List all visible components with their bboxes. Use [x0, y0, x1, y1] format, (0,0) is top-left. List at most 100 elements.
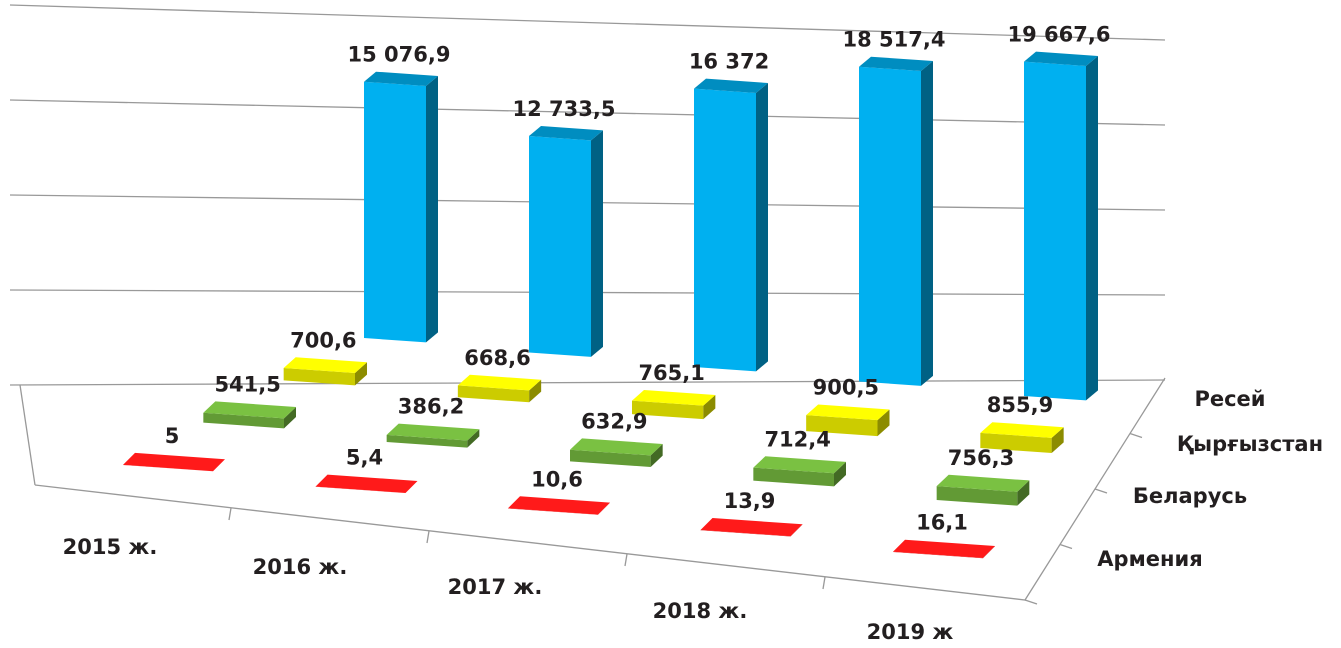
bar-top [123, 452, 225, 472]
bar-top [700, 517, 803, 537]
bar-top [632, 389, 716, 406]
bar-top [893, 539, 995, 558]
bar [283, 357, 367, 386]
bar-side [284, 407, 296, 429]
bar-side [591, 130, 603, 357]
z-tick [1094, 488, 1108, 494]
bar-side [467, 429, 480, 448]
data-label: 15 076,9 [348, 43, 451, 67]
grid-line [9, 379, 1166, 386]
bar-front [203, 412, 284, 429]
bar-front [700, 529, 791, 537]
bar-top [315, 474, 418, 493]
bar [632, 389, 716, 420]
bar [753, 456, 846, 487]
x-tick [822, 576, 826, 590]
data-label: 5,4 [346, 446, 383, 470]
bar [700, 517, 803, 537]
data-label: 19 667,6 [1008, 23, 1111, 47]
data-label: 712,4 [764, 427, 830, 451]
bar-side [703, 394, 716, 420]
data-label: 16,1 [916, 511, 968, 535]
bar-side [834, 461, 846, 487]
data-label: 632,9 [581, 409, 647, 433]
bar-side [921, 61, 933, 386]
bar-side [756, 83, 768, 372]
data-label: 900,5 [813, 375, 879, 399]
bar [386, 423, 480, 448]
bar-front [457, 385, 530, 403]
data-label: 668,6 [464, 346, 530, 370]
bar-front [570, 449, 651, 467]
data-label: 765,1 [638, 361, 704, 385]
bar-side [355, 362, 367, 386]
bar-side [213, 459, 225, 472]
data-label: 700,6 [290, 328, 356, 352]
bar-top [980, 422, 1064, 438]
data-label: 855,9 [987, 393, 1053, 417]
bar-top [457, 374, 542, 391]
bar-front [694, 88, 756, 372]
bar [806, 404, 890, 437]
x-tick-label: 2015 ж. [63, 535, 158, 559]
bar [529, 126, 603, 357]
bar-front [315, 486, 406, 494]
bar [1024, 51, 1098, 401]
x-tick [228, 507, 232, 521]
data-label: 541,5 [214, 372, 280, 396]
bar [570, 438, 663, 467]
bar-front [123, 464, 213, 472]
z-tick [1024, 599, 1038, 605]
bar-front [508, 508, 598, 515]
bar-front [936, 486, 1018, 506]
bar-top [386, 423, 480, 441]
bar-front [753, 467, 834, 487]
data-label: 10,6 [531, 467, 583, 491]
bar-top [570, 438, 663, 456]
bar-side [1051, 427, 1064, 453]
data-label: 5 [165, 424, 180, 448]
bar-top [806, 404, 890, 421]
bar-side [426, 76, 438, 343]
bar-top [364, 71, 438, 87]
bar-side [1086, 55, 1098, 401]
bar-top [694, 78, 768, 94]
bar-front [980, 432, 1052, 453]
grid-line [9, 99, 1166, 126]
bar [980, 422, 1064, 453]
bar [457, 374, 542, 403]
legend-label: Беларусь [1133, 484, 1247, 508]
bar-top [529, 126, 603, 141]
bar-top [203, 401, 296, 419]
bar [893, 539, 995, 559]
bar [203, 401, 296, 429]
left-edge [19, 384, 36, 486]
bar-side [877, 409, 890, 437]
bar-top [1024, 51, 1098, 66]
bar [936, 474, 1030, 506]
bar-front [529, 136, 591, 357]
bar-side [650, 444, 663, 467]
x-tick-label: 2018 ж. [653, 599, 748, 623]
bar-top [283, 357, 367, 373]
z-tick [1059, 543, 1073, 550]
x-tick [426, 530, 430, 544]
bar-side [790, 524, 803, 537]
z-tick [1129, 432, 1143, 439]
bar-front [859, 66, 921, 386]
legend-label: Қырғызстан [1177, 432, 1323, 456]
bar [859, 56, 933, 386]
x-tick-label: 2017 ж. [448, 575, 543, 599]
bar-side [1017, 480, 1030, 506]
bar-front [1024, 61, 1086, 401]
bar-front [386, 434, 468, 448]
grid-line [9, 4, 1166, 41]
bar-front [283, 367, 355, 386]
data-label: 386,2 [398, 395, 464, 419]
bar-front [893, 551, 983, 559]
bar [123, 452, 225, 472]
data-label: 18 517,4 [843, 28, 946, 52]
bar-top [859, 56, 933, 72]
legend-label: Ресей [1194, 387, 1265, 411]
